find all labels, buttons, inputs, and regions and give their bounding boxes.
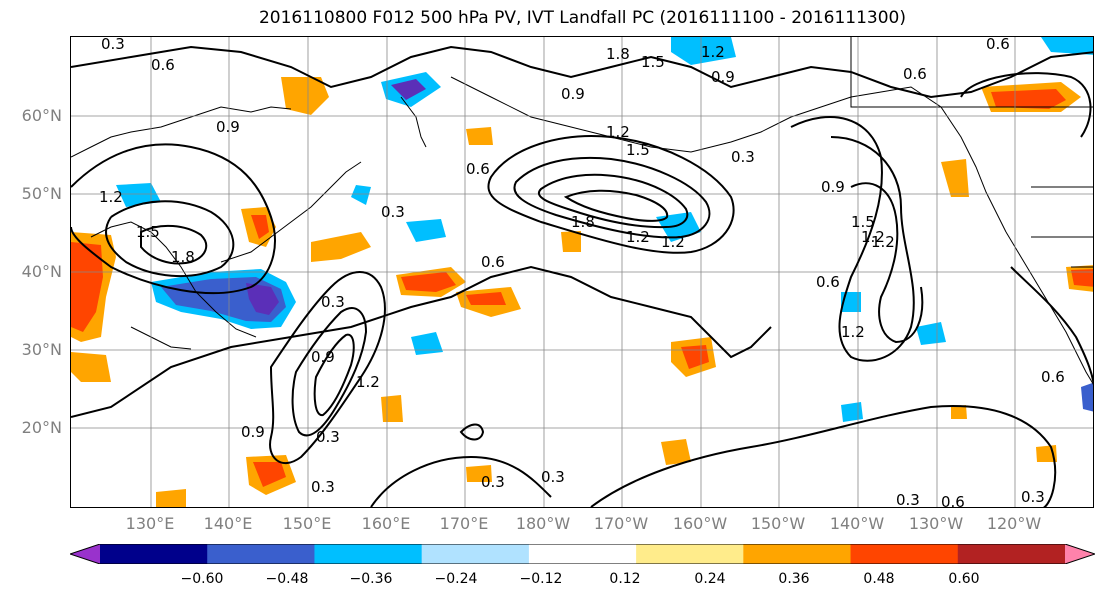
contour-label: 0.3 xyxy=(316,428,340,446)
lat-label: 30°N xyxy=(21,340,62,359)
contour-label: 0.3 xyxy=(731,148,755,166)
contour-label: 0.9 xyxy=(561,85,585,103)
colorbar-arrow-right xyxy=(1065,544,1095,564)
lat-label: 60°N xyxy=(21,106,62,125)
colorbar-segment xyxy=(957,544,1066,564)
lon-label: 150°E xyxy=(282,514,332,533)
contour-label: 0.9 xyxy=(241,423,265,441)
lon-label: 130°W xyxy=(908,514,964,533)
lon-label: 140°W xyxy=(829,514,885,533)
lon-label: 130°E xyxy=(125,514,175,533)
contour-label: 0.6 xyxy=(986,37,1010,53)
contour-label: 0.3 xyxy=(896,491,920,508)
contour-label: 0.3 xyxy=(381,203,405,221)
contour-label: 1.2 xyxy=(356,373,380,391)
lon-label: 160°E xyxy=(361,514,411,533)
contour-label: 1.2 xyxy=(626,228,650,246)
colorbar-segment xyxy=(421,544,530,564)
contour-label: 0.9 xyxy=(821,178,845,196)
colorbar-tick: 0.36 xyxy=(778,571,810,587)
lon-label: 160°W xyxy=(672,514,728,533)
contour-label: 0.9 xyxy=(216,118,240,136)
map-panel: 0.3 0.6 0.9 1.2 1.5 1.8 0.6 0.9 1.2 1.5 … xyxy=(70,36,1094,508)
contour-label: 1.2 xyxy=(701,43,725,61)
contour-label: 1.5 xyxy=(136,223,160,241)
contour-label: 1.2 xyxy=(841,323,865,341)
contour-label: 0.9 xyxy=(711,68,735,86)
contour-label: 0.3 xyxy=(541,468,565,486)
figure-title: 2016110800 F012 500 hPa PV, IVT Landfall… xyxy=(258,8,906,28)
contour-label: 1.8 xyxy=(606,45,630,63)
lon-label: 170°W xyxy=(593,514,649,533)
contour-label: 0.3 xyxy=(101,37,125,53)
colorbar-segment xyxy=(528,544,637,564)
contour-label: 1.2 xyxy=(871,233,895,251)
lon-label: 150°W xyxy=(750,514,806,533)
lon-label: 170°E xyxy=(439,514,489,533)
contour-label: 0.6 xyxy=(816,273,840,291)
colorbar-tick: −0.60 xyxy=(180,571,224,587)
colorbar-tick: 0.24 xyxy=(694,571,726,587)
contour-label: 0.6 xyxy=(941,493,965,508)
colorbar-segment xyxy=(636,544,744,564)
contour-label: 1.2 xyxy=(606,123,630,141)
colorbar-tick: −0.36 xyxy=(349,571,393,587)
contour-label: 1.2 xyxy=(661,233,685,251)
lat-label: 40°N xyxy=(21,262,62,281)
colorbar-segment xyxy=(100,544,208,564)
contour-label: 0.6 xyxy=(151,56,175,74)
pv-shading xyxy=(71,37,1093,507)
colorbar-arrow-left xyxy=(70,544,100,564)
lon-label: 180°W xyxy=(515,514,571,533)
colorbar-segment xyxy=(743,544,852,564)
colorbar-segment xyxy=(314,544,423,564)
colorbar xyxy=(70,544,1095,564)
contour-label: 0.6 xyxy=(466,160,490,178)
contour-labels: 0.3 0.6 0.9 1.2 1.5 1.8 0.6 0.9 1.2 1.5 … xyxy=(99,37,1065,508)
contour-label: 0.6 xyxy=(1041,368,1065,386)
colorbar-tick: 0.12 xyxy=(609,571,641,587)
lon-label: 140°E xyxy=(203,514,253,533)
ivt-contours xyxy=(71,45,1093,507)
contour-label: 1.2 xyxy=(861,228,885,246)
map-canvas: 0.3 0.6 0.9 1.2 1.5 1.8 0.6 0.9 1.2 1.5 … xyxy=(71,37,1093,508)
contour-label: 1.5 xyxy=(641,53,665,71)
colorbar-segments xyxy=(100,544,1066,564)
contour-label: 1.5 xyxy=(851,213,875,231)
lat-label: 20°N xyxy=(21,418,62,437)
colorbar-tick: −0.12 xyxy=(519,571,563,587)
contour-label: 1.5 xyxy=(626,141,650,159)
contour-label: 1.8 xyxy=(171,248,195,266)
colorbar-segment xyxy=(850,544,959,564)
colorbar-tick: 0.48 xyxy=(863,571,895,587)
lat-label: 50°N xyxy=(21,184,62,203)
contour-label: 0.6 xyxy=(481,253,505,271)
contour-label: 0.3 xyxy=(311,478,335,496)
gridlines xyxy=(71,37,1093,507)
contour-label: 0.3 xyxy=(1021,488,1045,506)
contour-label: 0.3 xyxy=(481,473,505,491)
contour-label: 0.3 xyxy=(321,293,345,311)
colorbar-tick: 0.60 xyxy=(948,571,980,587)
contour-label: 1.2 xyxy=(99,188,123,206)
contour-label: 1.8 xyxy=(571,213,595,231)
lon-label: 120°W xyxy=(986,514,1042,533)
contour-label: 0.6 xyxy=(903,65,927,83)
contour-label: 0.9 xyxy=(311,348,335,366)
coastlines xyxy=(71,37,1093,385)
colorbar-tick: −0.48 xyxy=(265,571,309,587)
colorbar-segment xyxy=(207,544,315,564)
colorbar-tick: −0.24 xyxy=(434,571,478,587)
